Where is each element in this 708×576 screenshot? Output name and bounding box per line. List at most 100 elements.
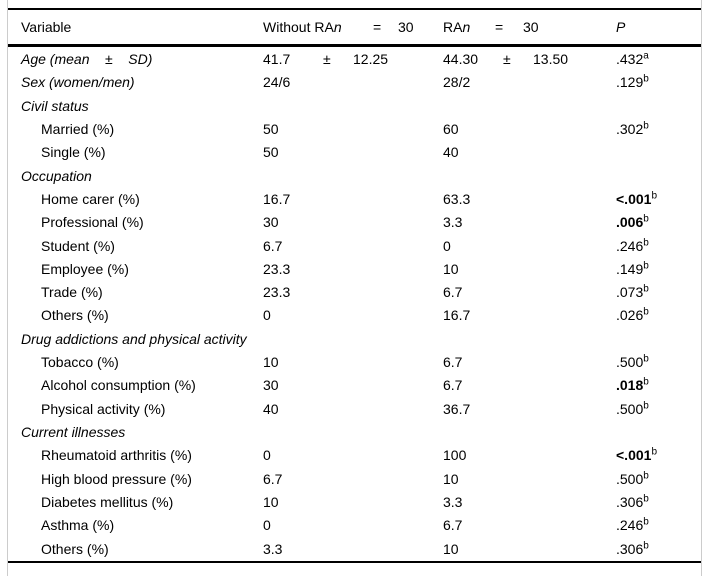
header-group1-name: Without RAn (263, 10, 373, 44)
table-row: Asthma (%) 0 6.7 .246b (8, 514, 701, 537)
p-value: .500 (616, 470, 644, 487)
header-group2-n: n (462, 19, 471, 35)
p-superscript: b (643, 539, 649, 551)
p-superscript: b (643, 469, 649, 481)
ra-cell: 10 (443, 470, 459, 487)
p-superscript: b (643, 400, 649, 412)
p-value-cell: .500b (616, 398, 649, 421)
p-value-cell: .129b (616, 71, 649, 94)
table-header-rule (8, 44, 701, 47)
without-ra-cell: 10 (263, 493, 279, 510)
p-value: .006 (616, 214, 644, 231)
p-superscript: b (651, 190, 657, 202)
p-value-cell: .073b (616, 281, 649, 304)
p-value: .018 (616, 377, 644, 394)
p-value: .500 (616, 400, 644, 417)
variable-cell: Rheumatoid arthritis (%) (41, 447, 192, 464)
variable-cell: Age (mean ± SD) (21, 51, 153, 67)
variable-cell: Student (%) (41, 237, 115, 254)
table-row: Drug addictions and physical activity (8, 328, 701, 351)
ra-cell: 16.7 (443, 307, 471, 324)
table-top-rule (8, 8, 701, 10)
variable-cell: Home carer (%) (41, 190, 140, 207)
p-value-cell: <.001b (616, 188, 657, 211)
without-ra-cell: 23.3 (263, 260, 291, 277)
p-superscript: b (643, 283, 649, 295)
p-superscript: b (643, 376, 649, 388)
p-superscript: b (643, 260, 649, 272)
without-ra-cell: 6.7 (263, 237, 283, 254)
ra-cell: 3.3 (443, 493, 463, 510)
p-value-cell: .006b (616, 211, 649, 234)
p-superscript: a (643, 50, 649, 62)
table-row: Alcohol consumption (%) 30 6.7 .018b (8, 374, 701, 397)
table-row: Civil status (8, 95, 701, 118)
p-superscript: b (643, 353, 649, 365)
p-superscript: b (643, 236, 649, 248)
ra-cell: 40 (443, 144, 459, 161)
table-row: Home carer (%) 16.7 63.3 <.001b (8, 188, 701, 211)
table-body: Age (mean ± SD) 41.7 ±12.25 44.30 ±13.50 .432… (8, 48, 701, 561)
ra-cell: 6.7 (443, 354, 463, 371)
value-2: 13.50 (533, 51, 569, 67)
header-group1-label: Without RA (263, 19, 334, 35)
table-row: Employee (%) 23.3 10 .149b (8, 258, 701, 281)
p-superscript: b (643, 213, 649, 225)
without-ra-cell: 0 (263, 307, 271, 324)
ra-cell: 10 (443, 260, 459, 277)
without-ra-cell: 16.7 (263, 190, 291, 207)
ra-cell: 0 (443, 237, 451, 254)
without-ra-cell: 50 (263, 120, 279, 137)
p-superscript: b (643, 120, 649, 132)
header-p: P (616, 19, 626, 35)
table-header-row: Variable Without RAn = 30 RAn = 30 P (8, 10, 701, 44)
without-ra-cell: 40 (263, 400, 279, 417)
ra-cell: 100 (443, 447, 467, 464)
p-value-cell: .306b (616, 538, 649, 561)
variable-cell: Asthma (%) (41, 517, 115, 534)
without-ra-cell: 3.3 (263, 540, 283, 557)
p-value: .246 (616, 517, 644, 534)
table-row: Diabetes mellitus (%) 10 3.3 .306b (8, 491, 701, 514)
p-value: .432 (616, 51, 644, 67)
plus-minus-sign: ± (503, 51, 511, 67)
without-ra-cell: 41.7 ±12.25 (263, 48, 388, 71)
table-bottom-rule (8, 561, 701, 563)
without-ra-cell: 10 (263, 354, 279, 371)
value-2: 12.25 (353, 51, 389, 67)
ra-cell: 63.3 (443, 190, 471, 207)
ra-cell: 36.7 (443, 400, 471, 417)
variable-cell: Employee (%) (41, 260, 129, 277)
table-row: Student (%) 6.7 0 .246b (8, 235, 701, 258)
without-ra-cell: 0 (263, 447, 271, 464)
p-superscript: b (643, 73, 649, 85)
without-ra-cell: 24/6 (263, 74, 291, 91)
p-value-cell: <.001b (616, 444, 657, 467)
without-ra-cell: 30 (263, 377, 279, 394)
ra-cell: 3.3 (443, 214, 463, 231)
p-value: .149 (616, 260, 644, 277)
table-row: Physical activity (%) 40 36.7 .500b (8, 398, 701, 421)
variable-cell: Current illnesses (21, 424, 126, 440)
p-value-cell: .246b (616, 514, 649, 537)
variable-cell: Tobacco (%) (41, 354, 119, 371)
ra-cell: 28/2 (443, 74, 471, 91)
table-row: Married (%) 50 60 .302b (8, 118, 701, 141)
header-group1-n: n (333, 19, 342, 35)
table-row: Sex (women/men) 24/6 28/2 .129b (8, 71, 701, 94)
p-value-cell: .026b (616, 304, 649, 327)
p-value-cell: .149b (616, 258, 649, 281)
p-superscript: b (643, 516, 649, 528)
header-group-without-ra: Without RAn = 30 (263, 10, 414, 44)
ra-cell: 6.7 (443, 284, 463, 301)
p-value: .073 (616, 284, 644, 301)
variable-cell: Others (%) (41, 307, 109, 324)
p-value: .500 (616, 354, 644, 371)
ra-cell: 10 (443, 540, 459, 557)
without-ra-cell: 6.7 (263, 470, 283, 487)
header-group-ra: RAn = 30 (443, 10, 539, 44)
variable-cell: Sex (women/men) (21, 74, 135, 91)
p-value: .306 (616, 540, 644, 557)
p-superscript: b (643, 493, 649, 505)
variable-cell: Occupation (21, 167, 92, 184)
